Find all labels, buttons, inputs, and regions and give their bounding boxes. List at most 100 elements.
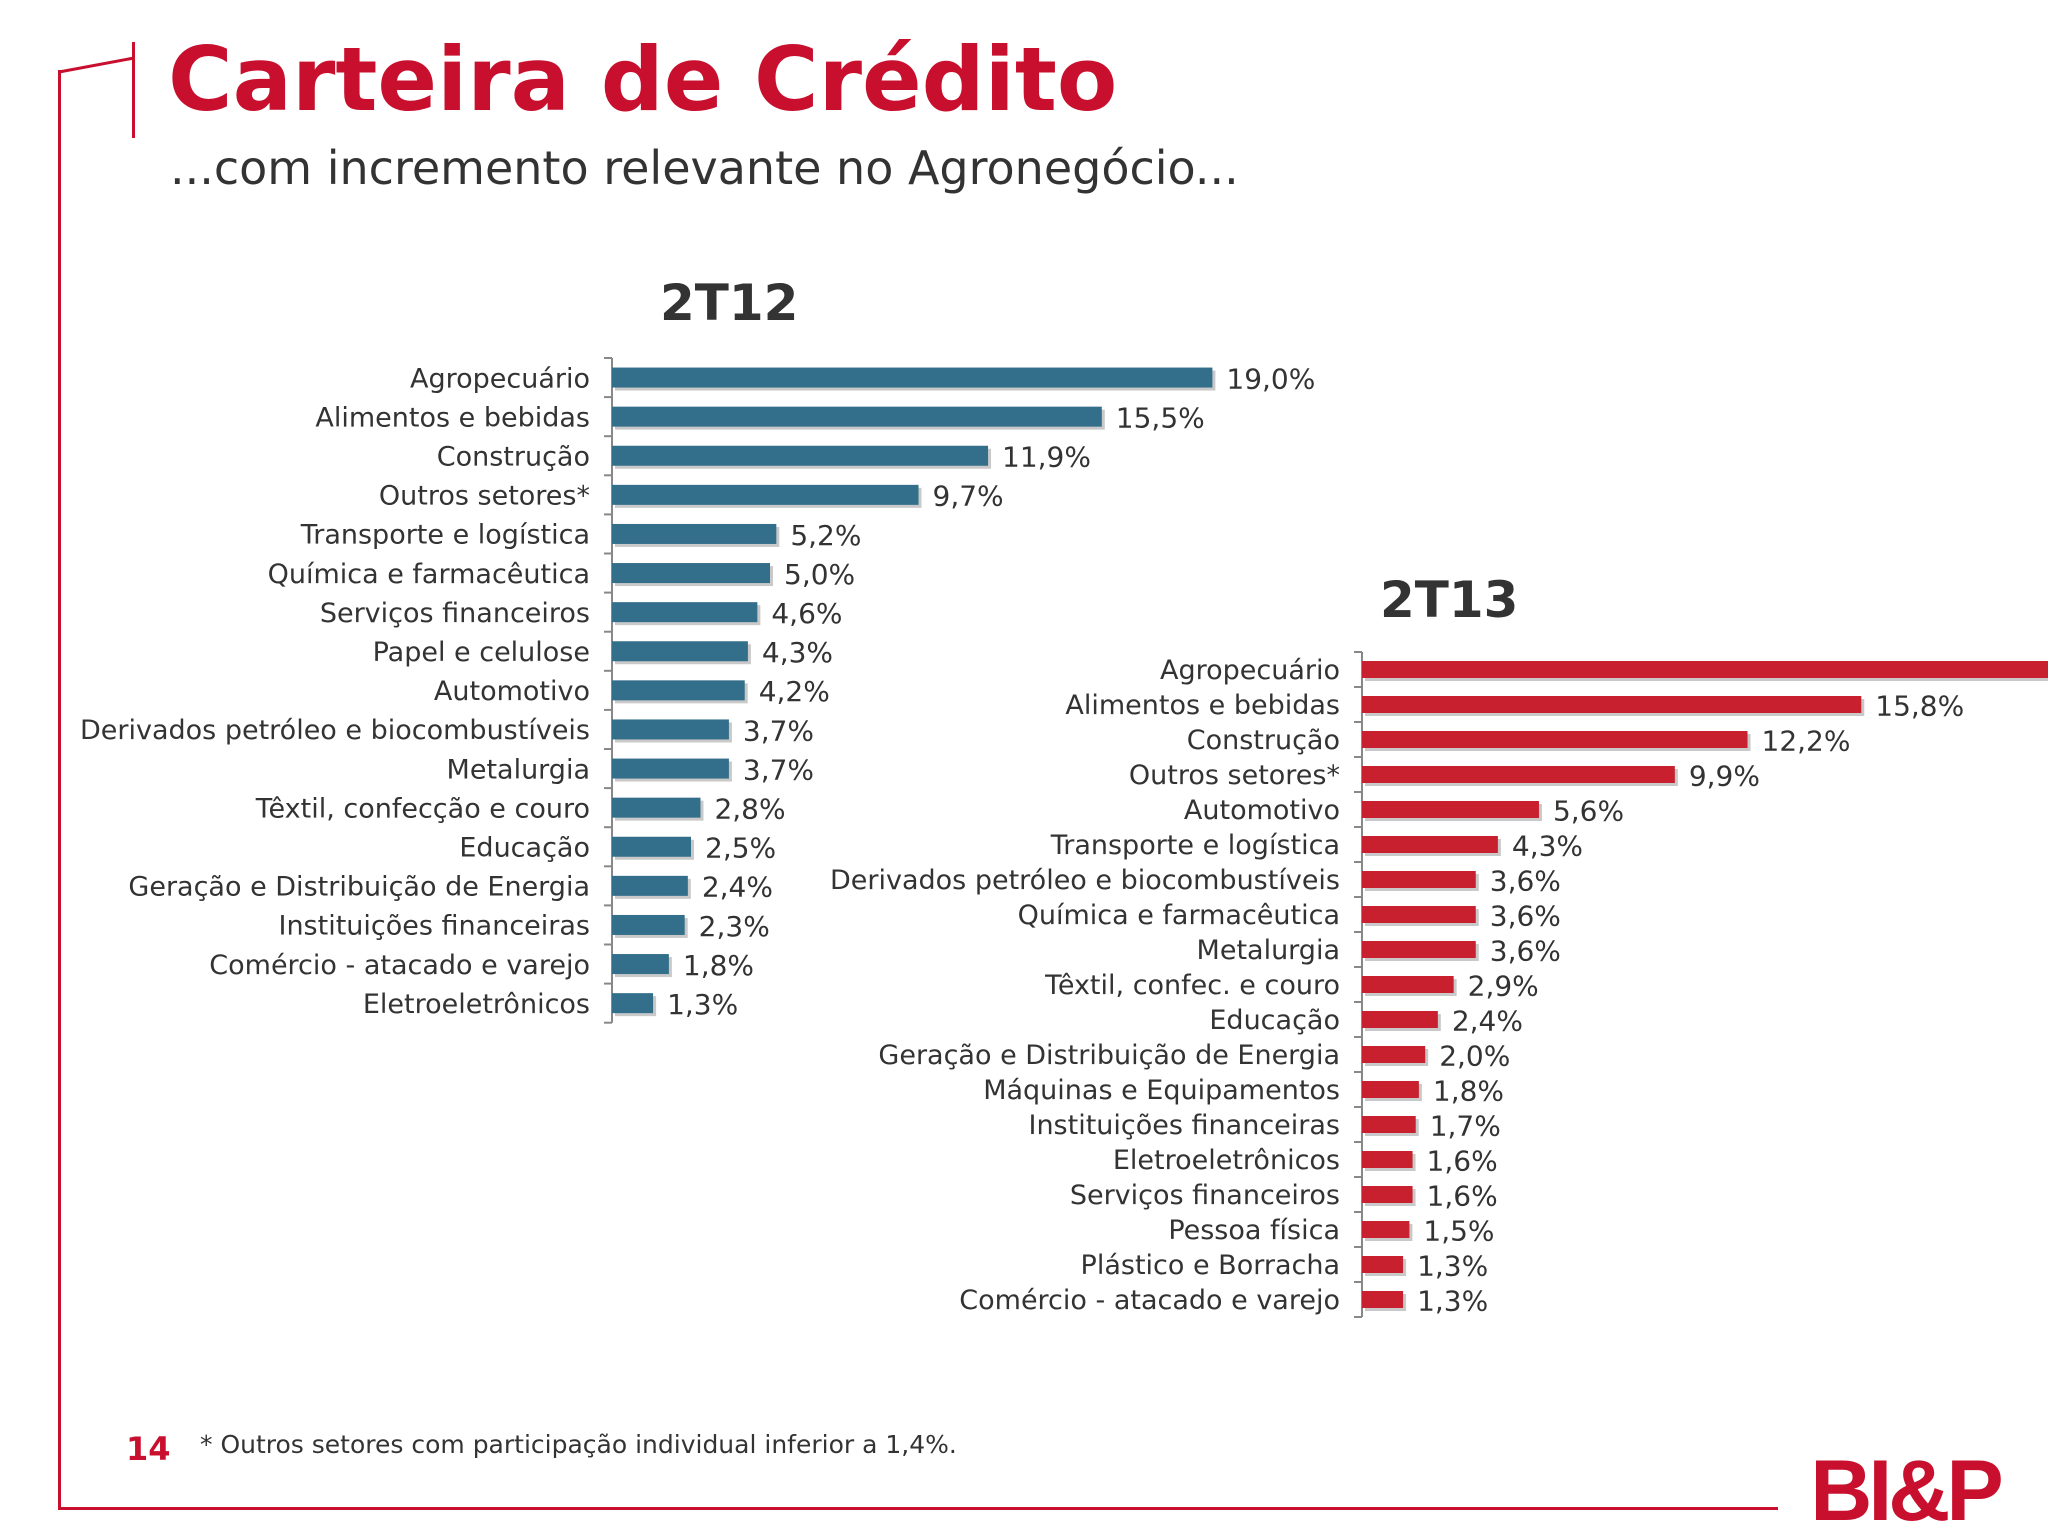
chart-2t12-bar: [612, 367, 1213, 388]
chart-2t12-bar: [612, 993, 654, 1014]
chart-2t12-bar: [612, 484, 919, 505]
chart-2t13-category-label: Eletroeletrônicos: [1113, 1145, 1340, 1176]
chart-2t12-bar: [612, 954, 669, 975]
chart-2t13-value-label: 1,3%: [1417, 1284, 1488, 1317]
chart-2t12-value-label: 1,3%: [667, 988, 738, 1021]
chart-2t13-bar: [1362, 1186, 1413, 1203]
chart-2t13-value-label: 2,4%: [1452, 1004, 1523, 1037]
chart-2t12-value-label: 5,2%: [790, 519, 861, 552]
chart-2t12-category-label: Agropecuário: [410, 363, 590, 394]
chart-2t12-category-label: Automotivo: [434, 676, 590, 707]
chart-2t12-value-label: 2,3%: [699, 910, 770, 943]
chart-2t12-bar: [612, 641, 748, 662]
chart-2t13-category-label: Têxtil, confec. e couro: [1044, 970, 1340, 1001]
chart-2t12-value-label: 5,0%: [784, 558, 855, 591]
chart-2t12-bar: [612, 797, 701, 818]
chart-2t12-category-label: Metalurgia: [447, 754, 590, 785]
chart-2t13-bar: [1362, 906, 1476, 923]
chart-2t13-value-label: 15,8%: [1875, 689, 1964, 722]
chart-2t12-value-label: 4,3%: [762, 636, 833, 669]
chart-2t12-bar: [612, 602, 758, 623]
chart-2t12-bar: [612, 406, 1102, 427]
chart-2t12-value-label: 19,0%: [1226, 362, 1315, 395]
chart-2t12-bar: [612, 758, 729, 779]
chart-2t13-bar: [1362, 1081, 1419, 1098]
chart-2t12-value-label: 4,6%: [771, 597, 842, 630]
chart-2t13-bar: [1362, 1151, 1413, 1168]
chart-2t12-category-label: Papel e celulose: [373, 637, 590, 668]
chart-2t13-bar: [1362, 696, 1862, 713]
chart-2t12-category-label: Química e farmacêutica: [268, 559, 590, 590]
chart-2t12-bar: [612, 719, 729, 740]
chart-2t13-category-label: Agropecuário: [1160, 655, 1340, 686]
chart-2t12-value-label: 15,5%: [1116, 401, 1205, 434]
chart-2t12-bar: [612, 914, 685, 935]
chart-2t13-bar: [1362, 871, 1476, 888]
chart-2t12-value-label: 3,7%: [743, 714, 814, 747]
chart-2t12-category-label: Eletroeletrônicos: [363, 989, 590, 1020]
chart-2t12-category-label: Outros setores*: [379, 481, 590, 512]
chart-2t13-category-label: Outros setores*: [1129, 760, 1340, 791]
chart-2t12-value-label: 2,8%: [714, 792, 785, 825]
bip-logo-text: BI&P: [1810, 1450, 2001, 1530]
chart-2t12-bar: [612, 445, 989, 466]
chart-2t12-bar: [612, 680, 745, 701]
chart-2t12-bar: [612, 836, 691, 857]
chart-2t13-category-label: Geração e Distribuição de Energia: [878, 1040, 1340, 1071]
chart-2t13-category-label: Alimentos e bebidas: [1065, 690, 1340, 721]
chart-2t13-bar: [1362, 941, 1476, 958]
chart-2t13-value-label: 1,5%: [1423, 1214, 1494, 1247]
chart-2t13-category-label: Metalurgia: [1197, 935, 1340, 966]
chart-2t13-value-label: 2,0%: [1439, 1039, 1510, 1072]
chart-2t13-value-label: 2,9%: [1468, 969, 1539, 1002]
chart-2t13-bar: [1362, 731, 1748, 748]
chart-2t13-category-label: Transporte e logística: [1050, 830, 1340, 861]
chart-2t12-category-label: Instituições financeiras: [278, 911, 590, 942]
chart-2t13-value-label: 1,7%: [1430, 1109, 1501, 1142]
chart-2t13-value-label: 1,6%: [1427, 1179, 1498, 1212]
chart-2t12-category-label: Serviços financeiros: [320, 598, 590, 629]
chart-2t13-bar: [1362, 1116, 1416, 1133]
chart-2t13-value-label: 1,8%: [1433, 1074, 1504, 1107]
chart-2t13-bar: [1362, 1256, 1404, 1273]
frame-bottom-line: [58, 1507, 1778, 1510]
chart-2t12-category-label: Comércio - atacado e varejo: [209, 950, 590, 981]
chart-2t12-value-label: 2,4%: [702, 871, 773, 904]
chart-2t13-title: 2T13: [1380, 571, 1519, 629]
chart-2t13-value-label: 3,6%: [1490, 899, 1561, 932]
chart-2t12-value-label: 9,7%: [933, 480, 1004, 513]
chart-2t13-value-label: 1,3%: [1417, 1249, 1488, 1282]
chart-2t12-bar: [612, 875, 688, 896]
chart-2t13-category-label: Pessoa física: [1168, 1215, 1340, 1246]
chart-2t13-value-label: 3,6%: [1490, 864, 1561, 897]
page-subtitle: ...com incremento relevante no Agronegóc…: [170, 141, 1239, 195]
chart-2t12-category-label: Derivados petróleo e biocombustíveis: [80, 715, 590, 746]
chart-2t13-category-label: Química e farmacêutica: [1018, 900, 1340, 931]
chart-2t13-bar: [1362, 1011, 1438, 1028]
chart-2t12-value-label: 3,7%: [743, 753, 814, 786]
chart-2t13-category-label: Educação: [1209, 1005, 1340, 1036]
chart-2t12-category-label: Alimentos e bebidas: [315, 402, 590, 433]
chart-2t13-bar: [1362, 766, 1675, 783]
chart-2t13-bar: [1362, 976, 1454, 993]
chart-2t13-value-label: 3,6%: [1490, 934, 1561, 967]
page-title: Carteira de Crédito: [168, 28, 1118, 131]
frame-title-tick: [132, 42, 135, 138]
chart-2t13-value-label: 9,9%: [1689, 759, 1760, 792]
chart-2t12-value-label: 2,5%: [705, 832, 776, 865]
chart-2t12-bar: [612, 523, 777, 544]
chart-2t13-bar: [1362, 836, 1498, 853]
chart-2t13-category-label: Derivados petróleo e biocombustíveis: [830, 865, 1340, 896]
chart-2t13-category-label: Comércio - atacado e varejo: [959, 1285, 1340, 1316]
chart-2t12-category-label: Têxtil, confecção e couro: [255, 793, 590, 824]
chart-2t13-value-label: 12,2%: [1762, 724, 1851, 757]
chart-2t13-value-label: 5,6%: [1553, 794, 1624, 827]
chart-2t12-value-label: 1,8%: [683, 949, 754, 982]
chart-2t13-category-label: Plástico e Borracha: [1081, 1250, 1340, 1281]
chart-2t13-bar: [1362, 1046, 1426, 1063]
chart-2t13-bar: [1362, 661, 2048, 678]
chart-2t12-title: 2T12: [660, 274, 799, 332]
bip-logo: BI&P: [1810, 1450, 2005, 1530]
chart-2t13-category-label: Instituições financeiras: [1028, 1110, 1340, 1141]
